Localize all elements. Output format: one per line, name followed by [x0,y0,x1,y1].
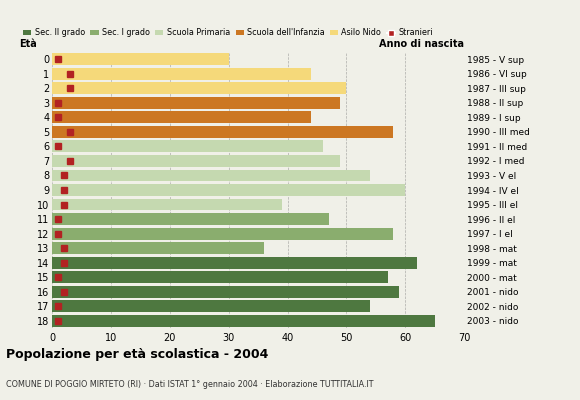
Text: Anno di nascita: Anno di nascita [379,39,464,49]
Text: Popolazione per età scolastica - 2004: Popolazione per età scolastica - 2004 [6,348,268,361]
Bar [52,228,393,240]
Bar [52,286,399,298]
Bar [52,315,434,327]
Bar [52,97,340,109]
Bar [52,140,323,152]
Bar [52,300,370,312]
Bar [52,126,393,138]
Bar [52,213,329,225]
Bar [52,242,264,254]
Bar [52,68,311,80]
Legend: Sec. II grado, Sec. I grado, Scuola Primaria, Scuola dell'Infanzia, Asilo Nido, : Sec. II grado, Sec. I grado, Scuola Prim… [23,28,433,38]
Bar [52,53,229,65]
Bar [52,112,311,123]
Bar [52,198,282,210]
Bar [52,170,370,182]
Bar [52,155,340,167]
Text: Età: Età [19,39,37,49]
Text: COMUNE DI POGGIO MIRTETO (RI) · Dati ISTAT 1° gennaio 2004 · Elaborazione TUTTIT: COMUNE DI POGGIO MIRTETO (RI) · Dati IST… [6,380,374,389]
Bar [52,271,387,283]
Bar [52,184,405,196]
Bar [52,257,417,268]
Bar [52,82,346,94]
